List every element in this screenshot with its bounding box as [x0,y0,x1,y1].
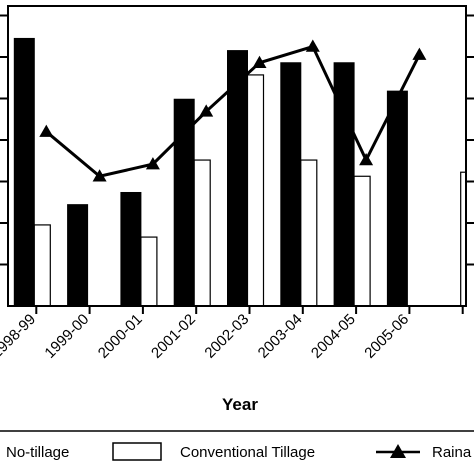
legend: No-tillage Conventional Tillage Raina [0,430,474,461]
x-tick-label: 2000-01 [95,311,146,362]
legend-label-conventional-tillage: Conventional Tillage [180,444,315,461]
legend-label-no-tillage: No-tillage [6,444,69,461]
x-axis: 81998-991999-002000-012001-022002-032003… [0,306,464,362]
legend-label-rainfall: Raina [432,444,472,461]
rainfall-marker [412,47,427,60]
bar-no-tillage [173,98,195,306]
x-tick-label: 2002-03 [201,311,252,362]
x-axis-title: Year [222,395,258,414]
bar-no-tillage [67,204,89,306]
rainfall-marker [305,39,320,52]
rainfall-line [45,44,421,178]
x-tick-label: 1999-00 [41,311,92,362]
bar-series [13,37,466,306]
bar-no-tillage [120,191,142,306]
x-tick-label: 2005-06 [361,311,412,362]
x-tick-label: 2003-04 [255,311,306,362]
rainfall-marker [359,153,374,166]
bar-conventional-tillage [460,171,466,306]
x-tick-label: 2001-02 [148,311,199,362]
legend-swatch-rainfall-marker [390,444,406,458]
bar-conventional-tillage [353,175,371,306]
rainfall-marker [92,169,107,182]
bar-no-tillage [13,37,35,306]
plot-frame [7,5,467,307]
bar-conventional-tillage [246,74,265,306]
rainfall-marker [199,104,214,117]
rainfall-marker [252,55,267,69]
bar-no-tillage [386,90,408,306]
rainfall-marker [145,157,160,170]
bar-no-tillage [280,62,302,306]
bar-conventional-tillage [193,159,211,306]
bar-conventional-tillage [33,224,51,306]
y-axis-ticks-left [0,14,8,266]
rainfall-series [39,39,427,182]
x-tick-label: 2004-05 [308,311,359,362]
x-tick-label: 1998-99 [0,311,39,362]
bar-conventional-tillage [300,159,318,306]
y-axis-ticks-right [466,14,474,266]
rainfall-marker [39,124,54,137]
legend-swatch-conventional-tillage [112,442,162,461]
bar-conventional-tillage [140,236,158,306]
